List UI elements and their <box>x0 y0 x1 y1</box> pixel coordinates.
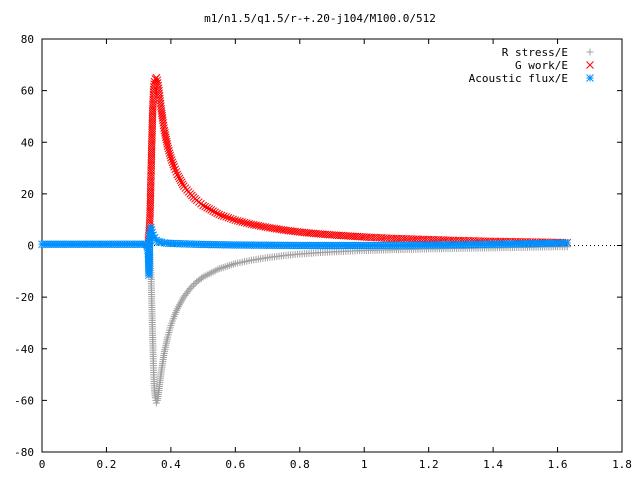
data-point <box>173 170 182 179</box>
data-point <box>160 124 168 132</box>
data-point <box>182 290 190 298</box>
data-point <box>152 73 161 82</box>
data-point <box>256 222 265 230</box>
data-point <box>229 215 237 224</box>
data-point <box>167 156 176 164</box>
legend-marker <box>586 74 594 82</box>
data-point <box>217 211 226 220</box>
data-point <box>226 214 235 223</box>
data-point <box>245 219 253 228</box>
data-point <box>207 206 216 214</box>
data-point <box>219 212 228 221</box>
legend-marker <box>586 48 594 56</box>
y-tick-label: 60 <box>21 85 34 98</box>
data-point <box>177 178 186 187</box>
data-point <box>211 208 220 217</box>
data-point <box>165 149 174 157</box>
x-tick-label: 0 <box>39 458 46 471</box>
data-point <box>170 162 178 171</box>
plot-axes: 0 0.2 0.4 0.6 0.8 1 1.2 1.4 1.6 1.8 80 60 40 20 0 -20 -4… <box>14 33 632 471</box>
y-tick-label: 80 <box>21 33 34 46</box>
y-tick-label: -40 <box>14 343 34 356</box>
data-point <box>215 210 224 219</box>
data-point <box>222 213 230 221</box>
x-tick-label: 0.2 <box>97 458 117 471</box>
data-point <box>213 209 222 218</box>
y-tick-label: -60 <box>14 394 34 407</box>
data-point <box>167 153 175 162</box>
x-tick-label: 1.2 <box>419 458 439 471</box>
data-point <box>191 280 199 288</box>
x-tick-label: 1.6 <box>548 458 568 471</box>
data-point <box>165 146 173 155</box>
data-point <box>247 220 256 229</box>
data-point <box>254 221 263 230</box>
data-point <box>563 239 572 247</box>
series-g-work-e <box>144 73 572 247</box>
y-tick-label: 40 <box>21 136 34 149</box>
data-point <box>176 176 185 185</box>
y-tick-label: 20 <box>21 188 34 201</box>
data-point <box>166 151 175 160</box>
data-point <box>201 202 209 211</box>
data-point <box>164 144 173 153</box>
data-point <box>198 274 205 282</box>
data-point <box>203 203 211 212</box>
data-point <box>240 218 249 227</box>
x-tick-label: 0.6 <box>225 458 245 471</box>
data-point <box>261 223 270 231</box>
data-point <box>163 140 172 148</box>
data-point <box>249 220 258 229</box>
data-point <box>189 281 197 289</box>
y-tick-label: -20 <box>14 291 34 304</box>
data-point <box>259 222 267 231</box>
data-point <box>184 288 192 296</box>
data-point <box>233 216 242 225</box>
data-point <box>205 205 214 213</box>
data-point <box>175 174 184 183</box>
data-point <box>242 219 251 228</box>
x-tick-label: 1 <box>361 458 368 471</box>
y-tick-label: -80 <box>14 446 34 459</box>
y-tick-label: 0 <box>27 240 34 253</box>
legend-label: G work/E <box>515 59 568 72</box>
data-point <box>163 142 172 150</box>
data-point <box>181 291 189 299</box>
plot-marks <box>38 73 572 407</box>
data-point <box>188 283 196 291</box>
data-point <box>209 207 218 215</box>
x-tick-label: 1.4 <box>483 458 503 471</box>
data-point <box>185 286 193 294</box>
chart-title: m1/n1.5/q1.5/r-+.20-j104/M100.0/512 <box>204 12 436 25</box>
data-point <box>231 216 240 225</box>
data-point <box>186 284 194 292</box>
data-point <box>171 165 180 174</box>
series-acoustic-flux-e <box>38 223 572 280</box>
legend-label: Acoustic flux/E <box>469 72 568 85</box>
data-point <box>252 221 260 230</box>
legend-marker <box>586 61 594 69</box>
data-point <box>169 160 178 169</box>
x-tick-label: 0.4 <box>161 458 181 471</box>
data-point <box>238 218 247 226</box>
data-point <box>174 172 183 181</box>
data-point <box>180 293 188 301</box>
x-tick-label: 0.8 <box>290 458 310 471</box>
data-point <box>199 201 207 210</box>
x-tick-label: 1.8 <box>612 458 632 471</box>
data-point <box>172 168 181 176</box>
data-point <box>236 217 244 226</box>
data-point <box>168 158 177 167</box>
data-point <box>224 213 233 222</box>
series-r-stress-e <box>146 243 571 407</box>
legend-label: R stress/E <box>502 46 568 59</box>
data-point <box>178 180 187 189</box>
